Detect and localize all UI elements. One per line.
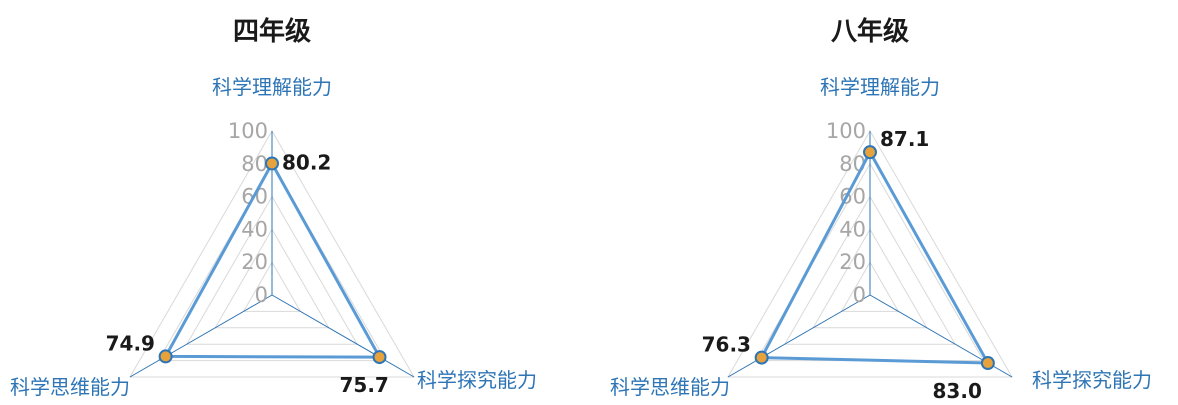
chart-title: 八年级	[831, 16, 909, 47]
series-line	[164, 161, 382, 359]
axis-label: 科学探究能力	[417, 368, 537, 392]
data-label: 80.2	[282, 150, 331, 174]
data-label: 76.3	[702, 333, 751, 357]
data-label: 74.9	[106, 331, 155, 355]
tick-label: 80	[839, 152, 866, 176]
grid-ring	[185, 195, 359, 345]
grid-ring	[157, 162, 387, 362]
data-label: 83.0	[933, 379, 982, 403]
tick-label: 20	[241, 250, 268, 274]
chart-title: 四年级	[233, 16, 311, 47]
grid-ring	[129, 130, 415, 378]
tick-label: 100	[228, 119, 268, 143]
axis-label: 科学思维能力	[610, 375, 730, 399]
tick-label: 40	[839, 217, 866, 241]
axis-spoke	[129, 294, 273, 378]
grid-ring	[812, 228, 928, 329]
data-point-marker	[265, 156, 279, 171]
grid-ring	[783, 195, 957, 345]
radar-chart-grade-4: 四年级 0 20 40 60 80 100 科学理解能力 科学探究能力 科学思维能力 80.2 75.…	[10, 16, 537, 399]
axis-spoke	[727, 294, 871, 378]
data-label: 75.7	[340, 373, 389, 397]
tick-label: 100	[826, 119, 866, 143]
radar-chart-grade-8: 八年级 0 20 40 60 80 100 科学理解能力 科学探究能力 科学思维能力 87.1 83.…	[589, 0, 1178, 405]
tick-label: 0	[853, 283, 866, 307]
tick-label: 0	[255, 283, 268, 307]
tick-label: 20	[839, 250, 866, 274]
grid-ring	[214, 228, 330, 329]
data-point-marker	[372, 350, 387, 365]
tick-label: 80	[241, 152, 268, 176]
series-line	[760, 150, 990, 365]
radar-svg: 八年级020406080100科学理解能力科学探究能力科学思维能力87.183.…	[610, 16, 1152, 403]
data-point-marker	[980, 356, 995, 371]
axis-spoke	[271, 294, 415, 378]
tick-label: 40	[241, 217, 268, 241]
data-point-marker	[863, 145, 877, 160]
grid-ring	[242, 261, 302, 312]
axis-label: 科学探究能力	[1032, 368, 1152, 392]
grid-ring	[840, 261, 900, 312]
data-label: 87.1	[880, 127, 929, 151]
grid-ring	[727, 130, 1013, 378]
radar-svg: 四年级020406080100科学理解能力科学探究能力科学思维能力80.275.…	[10, 16, 537, 399]
axis-label: 科学思维能力	[10, 375, 130, 399]
axis-label: 科学理解能力	[820, 75, 940, 99]
axis-label: 科学理解能力	[212, 75, 332, 99]
data-point-marker	[158, 349, 173, 364]
data-point-marker	[754, 350, 769, 365]
